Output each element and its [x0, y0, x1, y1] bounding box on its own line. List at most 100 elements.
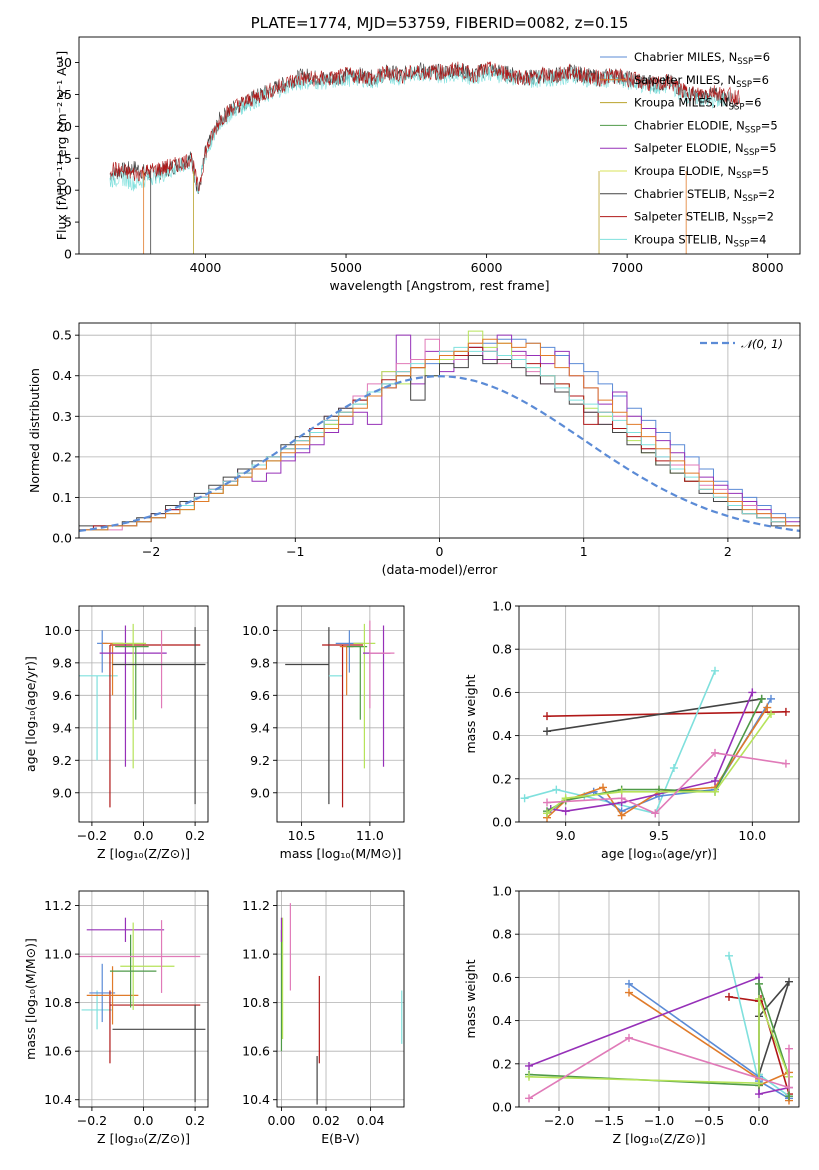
x-tick-label: 9.0: [556, 828, 576, 843]
y-tick-label: 25: [56, 87, 72, 102]
data-point-marker: [781, 759, 790, 768]
data-point-marker: [763, 703, 772, 712]
x-tick-label: 0.2: [185, 828, 205, 843]
data-point-marker: [785, 1092, 793, 1101]
legend-label-sub: SSP: [744, 148, 760, 158]
plot-area: [79, 623, 206, 808]
data-point-marker: [617, 794, 626, 803]
chart-age-vs-mass: 10.5 11.0 9.0 9.2 9.4 9.6 9.8 10.0 mass [log₁₀(M…: [242, 605, 405, 861]
x-tick-label: −1.5: [594, 1113, 624, 1128]
legend-label: Salpeter STELIB, NSSP=2: [634, 210, 774, 227]
chart-mass-vs-Z: −0.2 0.0 0.2 10.4 10.6 10.8 11.0 11.2 Z [log₁₀(Z…: [23, 890, 209, 1146]
data-point-marker: [711, 748, 719, 757]
axes-frame: [78, 36, 801, 255]
gaussian-curve: [79, 375, 800, 532]
y-tick-label: 1.0: [492, 599, 512, 614]
legend-label-suffix: =6: [744, 96, 761, 110]
y-tick-label: 9.2: [52, 753, 72, 768]
data-point-marker: [625, 988, 633, 997]
x-axis-label: Z [log₁₀(Z/Z⊙)]: [97, 1131, 190, 1146]
legend-label-sub: SSP: [729, 103, 745, 113]
x-axis-label: E(B-V): [321, 1131, 360, 1146]
mass-weight-line: [524, 670, 716, 815]
data-point-marker: [767, 694, 775, 703]
chart-mass-weight-vs-age: 9.0 9.5 10.0 0.0 0.2 0.4 0.6 0.8 1.0 age [log₁₀(a…: [463, 599, 800, 861]
data-point-marker: [543, 727, 551, 736]
data-point-marker: [748, 688, 757, 697]
legend-label-main: Kroupa ELODIE, N: [634, 164, 736, 178]
spectrum-line: [109, 61, 740, 192]
y-tick-label: 0.4: [492, 728, 512, 743]
data-point-marker: [625, 979, 633, 988]
data-point-marker: [617, 811, 626, 820]
mass-weight-line: [528, 998, 790, 1085]
x-tick-label: 1: [580, 544, 588, 559]
y-tick-label: 0.4: [492, 1013, 512, 1028]
y-axis-label: mass [log₁₀(M/M⊙)]: [23, 938, 38, 1060]
x-tick-label: 4000: [190, 260, 222, 275]
y-tick-label: 0.2: [492, 771, 512, 786]
legend-label-sub: SSP: [737, 57, 753, 67]
data-point-marker: [755, 995, 763, 1003]
x-tick-label: 2: [724, 544, 732, 559]
histogram-series: [79, 354, 800, 527]
y-tick-label: 20: [56, 119, 72, 134]
x-axis-label: mass [log₁₀(M/M⊙)]: [280, 846, 402, 861]
legend-label-suffix: =2: [757, 210, 774, 224]
x-tick-label: 10.5: [288, 828, 316, 843]
axes-frame: [276, 890, 405, 1108]
legend-label: 𝒩(0, 1): [741, 337, 783, 351]
y-tick-label: 30: [56, 55, 72, 70]
y-tick-label: 9.0: [250, 785, 270, 800]
y-tick-label: 10.6: [242, 1044, 270, 1059]
legend-label: Chabrier MILES, NSSP=6: [634, 50, 770, 67]
y-tick-label: 11.2: [242, 898, 270, 913]
y-tick-label: 10.0: [242, 623, 270, 638]
x-tick-label: 0.0: [134, 828, 154, 843]
data-point-marker: [520, 794, 529, 803]
x-tick-label: 10.0: [738, 828, 766, 843]
y-tick-label: 15: [56, 151, 72, 166]
y-tick-label: 0.2: [492, 1056, 512, 1071]
plot-area: [79, 917, 206, 1103]
x-tick-label: −2: [142, 544, 160, 559]
y-tick-label: 5: [64, 215, 72, 230]
legend-label-main: Chabrier STELIB, N: [634, 187, 742, 201]
data-point-marker: [725, 951, 733, 960]
data-point-marker: [651, 809, 660, 818]
y-axis-label: Flux [fλ10⁻¹⁷ erg cm⁻² s⁻¹ A⁻¹]: [54, 51, 69, 240]
data-point-marker: [725, 992, 733, 1001]
mass-weight-line: [528, 1037, 790, 1100]
x-tick-label: 9.5: [649, 828, 669, 843]
y-tick-label: 1.0: [492, 884, 512, 899]
data-point-marker: [543, 712, 551, 721]
x-tick-label: 7000: [611, 260, 643, 275]
legend-label: Salpeter ELODIE, NSSP=5: [634, 141, 777, 158]
y-tick-label: 9.2: [250, 753, 270, 768]
legend-label-suffix: =4: [749, 232, 766, 246]
x-tick-label: 0: [436, 544, 444, 559]
y-tick-label: 0.5: [52, 328, 72, 343]
data-point-marker: [669, 764, 678, 772]
mass-weight-line: [550, 692, 754, 813]
data-point-marker: [599, 783, 607, 792]
plot-area: [280, 903, 403, 1105]
y-tick-label: 0.3: [52, 409, 72, 424]
y-tick-label: 11.2: [44, 898, 72, 913]
x-tick-label: 6000: [471, 260, 503, 275]
legend-label-main: Salpeter MILES, N: [634, 73, 736, 87]
y-tick-label: 0.6: [492, 685, 512, 700]
y-tick-label: 9.8: [250, 655, 270, 670]
x-tick-label: −0.2: [77, 1113, 107, 1128]
data-point-marker: [561, 807, 570, 816]
y-axis-label: Normed distribution: [27, 368, 42, 493]
legend-label-suffix: =6: [752, 73, 769, 87]
y-tick-label: 0.0: [492, 1100, 512, 1115]
data-point-marker: [755, 1090, 763, 1099]
x-tick-label: 0.0: [749, 1113, 769, 1128]
x-axis-label: age [log₁₀(age/yr)]: [601, 846, 717, 861]
x-axis-label: (data-model)/error: [382, 562, 499, 577]
chart-age-vs-Z: −0.2 0.0 0.2 9.0 9.2 9.4 9.6 9.8 10.0 Z [log₁₀(Z/…: [23, 605, 209, 861]
